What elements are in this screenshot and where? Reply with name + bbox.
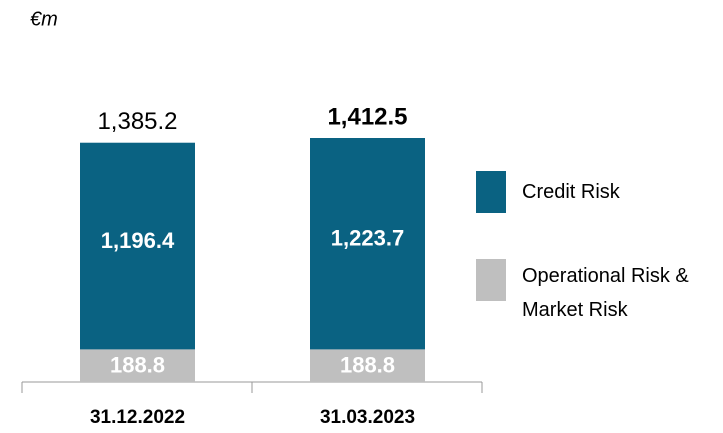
unit-label: €m bbox=[30, 8, 58, 30]
total-label: 1,412.5 bbox=[327, 103, 407, 130]
total-label: 1,385.2 bbox=[97, 108, 177, 135]
bar-segment bbox=[80, 349, 195, 382]
legend-swatch bbox=[476, 171, 506, 213]
bar-segment bbox=[310, 349, 425, 382]
bar-segment bbox=[310, 138, 425, 350]
data-label: 188.8 bbox=[340, 353, 395, 378]
x-tick-label: 31.12.2022 bbox=[90, 407, 185, 428]
legend-label: Credit Risk bbox=[522, 181, 620, 203]
data-label: 188.8 bbox=[110, 353, 165, 378]
data-label: 1,223.7 bbox=[331, 226, 404, 251]
x-tick-label: 31.03.2023 bbox=[320, 407, 415, 428]
data-label: 1,196.4 bbox=[101, 228, 175, 253]
legend-swatch bbox=[476, 259, 506, 301]
legend-label: Operational Risk & Market Risk bbox=[522, 265, 689, 321]
bar-segment bbox=[80, 142, 195, 350]
